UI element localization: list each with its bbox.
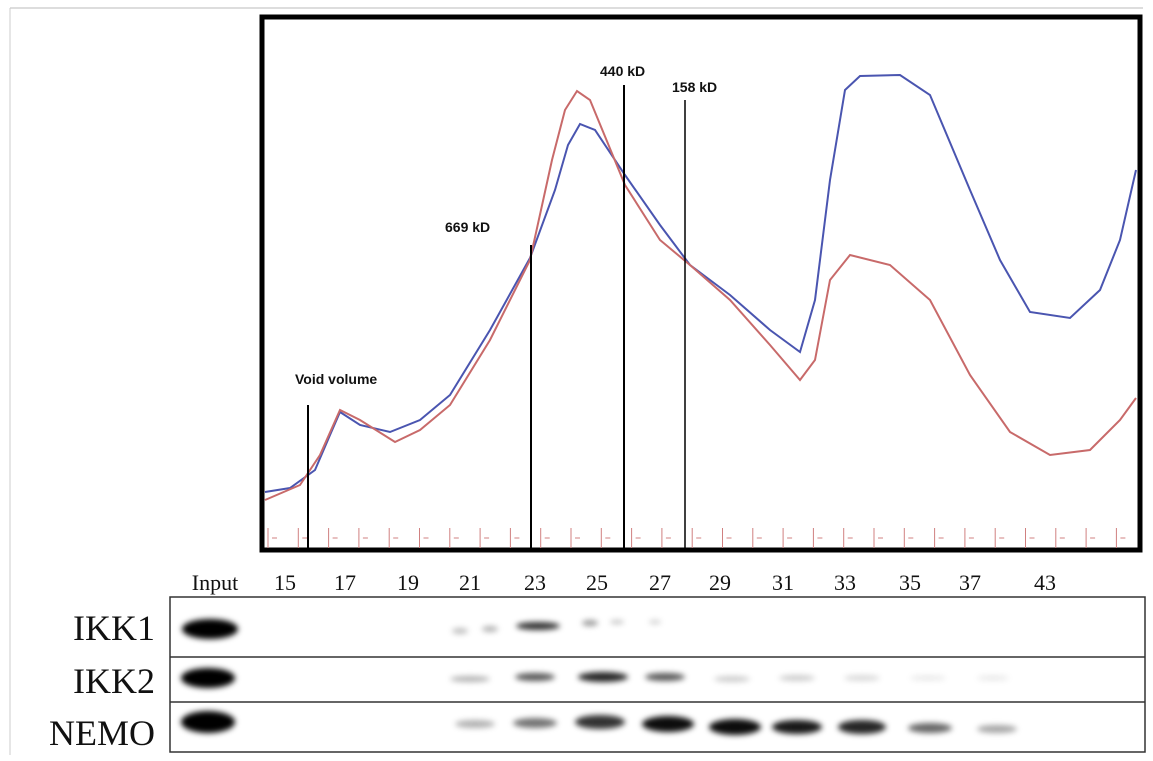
lane-label: 27 [649,570,671,595]
band [910,675,946,681]
band [452,628,468,634]
band [181,668,235,688]
lane-label: 15 [274,570,296,595]
band [575,715,625,729]
band [977,725,1017,733]
page: {"chromatogram": {"markers": ["Void volu… [0,0,1153,761]
chromatogram: Void volume 669 kD 440 kD 158 kD [262,17,1140,550]
lane-label: 19 [397,570,419,595]
lane-labels: Input 15 17 19 21 23 25 27 29 31 33 35 37 43 [192,570,1056,595]
lane-label: 29 [709,570,731,595]
lane-label: 21 [459,570,481,595]
lane-label: 23 [524,570,546,595]
band [709,719,761,735]
lane-label: 43 [1034,570,1056,595]
lane-label: 35 [899,570,921,595]
marker-label: 440 kD [600,63,645,79]
band [779,675,815,681]
band [610,620,624,624]
western-blot: IKK1 IKK2 NEMO [49,597,1145,753]
band [578,672,628,682]
band [844,675,880,681]
marker-label: 158 kD [672,79,717,95]
chromatogram-frame [262,17,1140,550]
band [482,626,498,632]
lane-label: 33 [834,570,856,595]
band [649,620,661,624]
band [455,720,495,728]
figure: Void volume 669 kD 440 kD 158 kD Input 15… [0,0,1153,761]
lane-label: 37 [959,570,981,595]
row-label: IKK1 [73,608,155,648]
band [645,673,685,681]
marker-label: Void volume [295,371,377,387]
band [182,619,238,639]
row-label: NEMO [49,713,155,753]
band [450,676,490,682]
band [515,673,555,681]
band [513,718,557,728]
row-label: IKK2 [73,661,155,701]
band [181,711,235,733]
band [516,622,560,630]
band [714,676,750,682]
band [582,620,598,626]
band [642,716,694,732]
lane-label: 31 [772,570,794,595]
band [838,720,886,734]
band [977,675,1009,681]
marker-label: 669 kD [445,219,490,235]
band [908,723,952,733]
lane-label: Input [192,570,238,595]
band [772,720,822,734]
lane-label: 25 [586,570,608,595]
lane-label: 17 [334,570,356,595]
